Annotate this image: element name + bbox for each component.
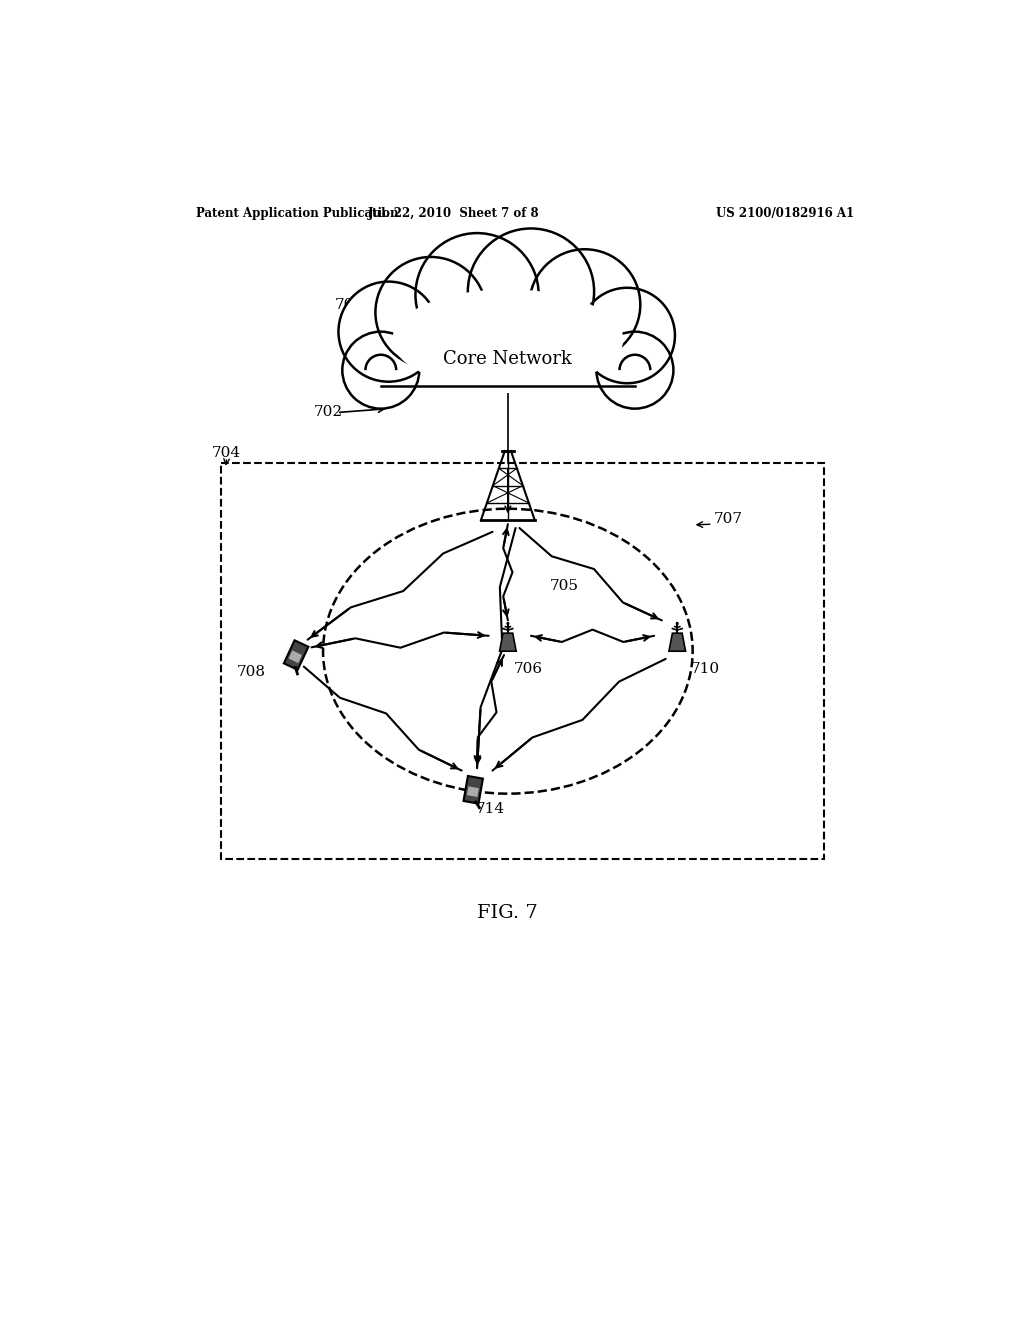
Circle shape [416,234,539,356]
Ellipse shape [392,289,624,389]
Text: 707: 707 [714,512,743,525]
Circle shape [596,331,674,409]
Polygon shape [669,634,686,651]
Text: 704: 704 [211,446,241,459]
Text: 705: 705 [550,578,580,593]
Text: 708: 708 [237,665,266,678]
Text: Core Network: Core Network [443,350,572,367]
FancyBboxPatch shape [381,331,635,393]
Circle shape [339,281,438,381]
Text: 706: 706 [514,661,543,676]
Circle shape [580,288,675,383]
Text: 700: 700 [335,298,364,312]
Text: Jul. 22, 2010  Sheet 7 of 8: Jul. 22, 2010 Sheet 7 of 8 [369,207,540,220]
Circle shape [529,249,640,360]
Text: 710: 710 [691,661,720,676]
Bar [221,462,823,859]
Circle shape [506,622,509,626]
Text: 714: 714 [475,801,505,816]
Circle shape [676,622,679,626]
Text: US 2100/0182916 A1: US 2100/0182916 A1 [716,207,854,220]
Polygon shape [464,776,483,804]
Text: 702: 702 [313,405,343,420]
Polygon shape [467,787,479,797]
Polygon shape [500,634,516,651]
Polygon shape [289,651,302,663]
Circle shape [342,331,419,409]
Polygon shape [284,640,308,669]
Circle shape [468,228,594,355]
Text: FIG. 7: FIG. 7 [477,904,539,921]
Circle shape [376,257,486,368]
Text: Patent Application Publication: Patent Application Publication [196,207,398,220]
